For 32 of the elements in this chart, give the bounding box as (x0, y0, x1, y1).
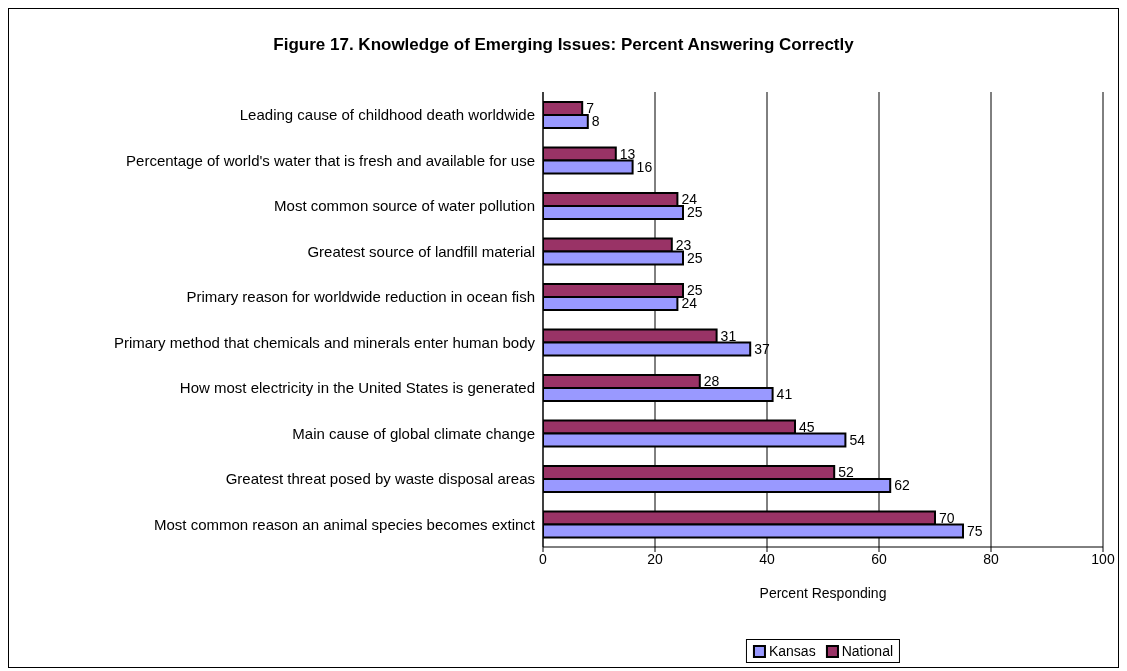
x-axis-title: Percent Responding (759, 585, 887, 601)
data-label: 37 (754, 340, 770, 357)
chart-title: Figure 17. Knowledge of Emerging Issues: Percent Answering Correctly (272, 35, 855, 55)
data-label: 16 (636, 158, 653, 175)
data-label: 31 (720, 327, 737, 344)
data-label: 28 (703, 373, 720, 390)
x-tick-label: 100 (1091, 550, 1115, 567)
data-label: 75 (967, 522, 983, 539)
y-tick-label: Leading cause of childhood death worldwide (239, 106, 535, 124)
x-tick-label: 80 (983, 550, 999, 567)
y-tick-label: Most common reason an animal species becomes extinct (153, 515, 536, 533)
x-tick-label: 20 (647, 550, 663, 567)
y-tick-label: Greatest source of landfill material (307, 242, 535, 260)
y-tick-label: Most common source of water pollution (274, 197, 535, 215)
data-label: 54 (849, 431, 866, 448)
x-tick-label: 60 (871, 550, 887, 567)
data-label: 41 (776, 386, 793, 403)
y-tick-label: How most electricity in the United States is generated (179, 379, 535, 397)
y-tick-label: Primary reason for worldwide reduction in ocean fish (186, 288, 535, 306)
y-tick-label: Greatest threat posed by waste disposal areas (225, 470, 535, 488)
x-tick-label: 0 (539, 550, 548, 567)
y-tick-label: Main cause of global climate change (292, 424, 535, 442)
data-label: 52 (838, 464, 854, 481)
data-label: 62 (894, 477, 910, 494)
y-tick-label: Primary method that chemicals and minerals enter human body (113, 333, 536, 351)
legend-label: National (841, 643, 894, 659)
y-tick-label: Percentage of world's water that is fresh and available for use (126, 151, 535, 169)
data-label: 70 (939, 509, 955, 526)
data-label: 45 (799, 418, 815, 435)
legend-label: Kansas (768, 643, 816, 659)
x-tick-label: 40 (759, 550, 775, 567)
data-label: 13 (619, 145, 636, 162)
